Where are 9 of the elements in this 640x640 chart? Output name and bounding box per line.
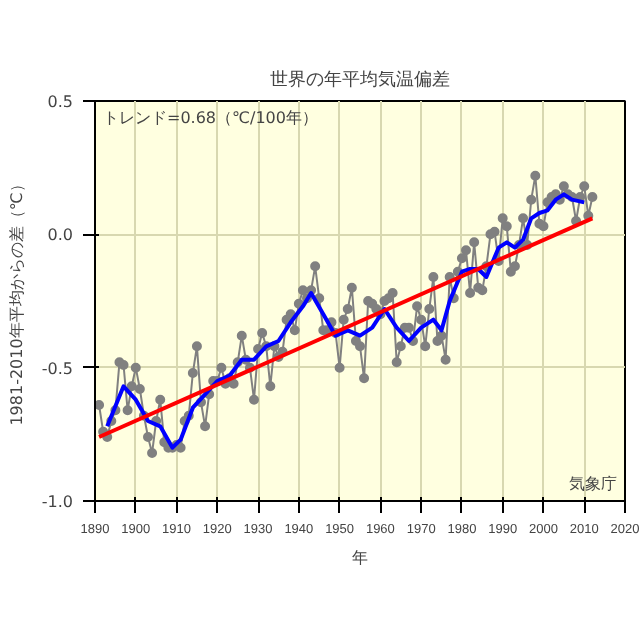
x-axis-title: 年: [352, 549, 368, 567]
annotation: トレンド=0.68（℃/100年）: [103, 109, 318, 127]
y-tick-label: 0.0: [47, 226, 74, 245]
y-tick-label: -0.5: [41, 359, 73, 378]
y-tick-label: 0.5: [47, 93, 74, 111]
y-tick-label: -1.0: [41, 493, 73, 511]
chart-title: 世界の年平均気温偏差: [270, 69, 450, 91]
annotation: 気象庁: [569, 475, 617, 493]
y-axis-title: 1981-2010年平均からの差（℃）: [7, 176, 26, 426]
